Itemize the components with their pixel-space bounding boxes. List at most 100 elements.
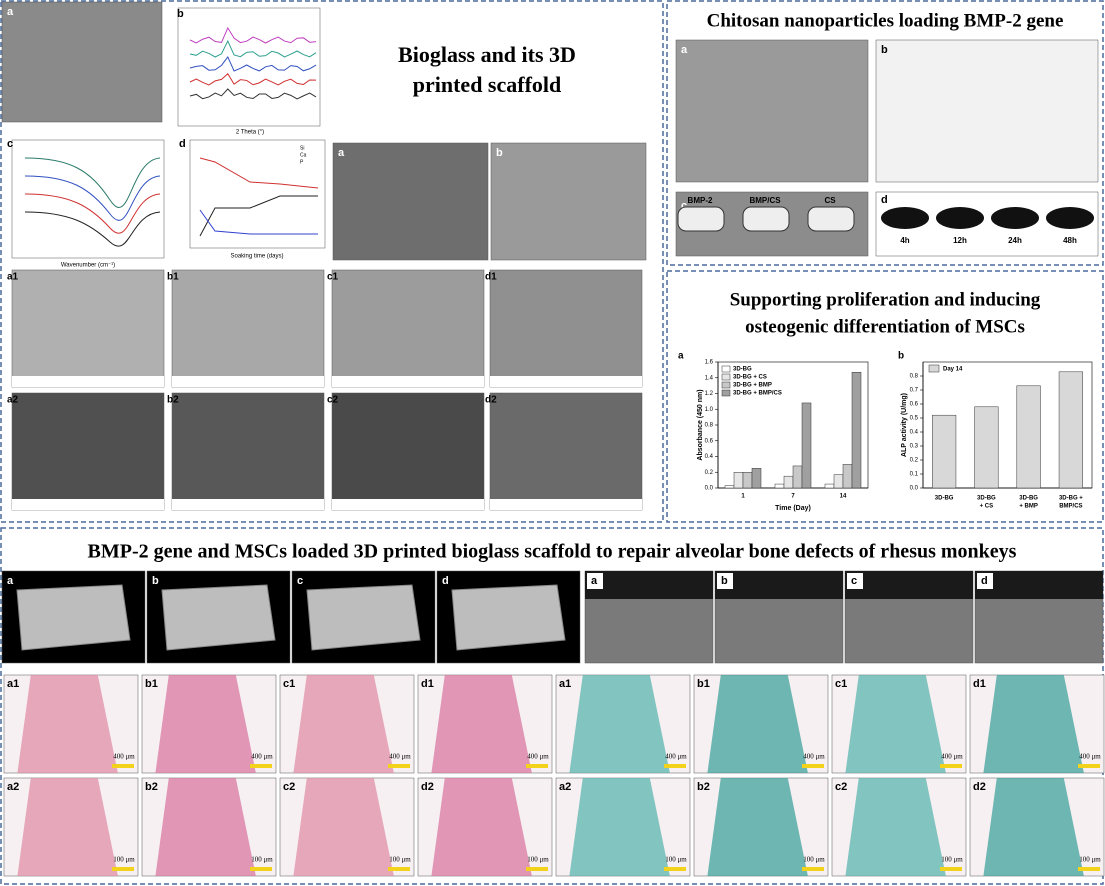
legend-entry: Ca: [300, 152, 307, 158]
tissue: [845, 675, 946, 773]
bar: [833, 474, 844, 489]
legend-swatch: [721, 389, 731, 397]
info-bar: [172, 499, 324, 510]
y-tick-label: 0.5: [910, 416, 919, 422]
info-bar: [12, 499, 164, 510]
label-box: [847, 573, 863, 589]
panel-label: b: [496, 147, 503, 159]
scale-bar: [802, 867, 824, 871]
scale-bar: [1078, 867, 1100, 871]
y-tick-label: 0.2: [910, 458, 919, 464]
y-tick-label: 1.6: [705, 360, 714, 366]
bar: [842, 464, 853, 489]
legend-swatch: [721, 373, 731, 381]
scale-bar-label: 400 μm: [527, 753, 549, 761]
panel-label: b: [721, 575, 728, 587]
decor-curve: [24, 211, 161, 247]
legend-entry: Si: [300, 145, 304, 151]
info-bar: [490, 376, 642, 387]
y-tick-label: 0.8: [910, 374, 919, 380]
info-bar: [332, 376, 484, 387]
decor-curve: [189, 88, 317, 100]
tissue: [569, 778, 670, 876]
sem-image: [171, 392, 325, 511]
tissue: [431, 778, 532, 876]
panel-label: d: [881, 194, 888, 206]
bar: [783, 475, 794, 489]
y-tick-label: 1.2: [705, 391, 714, 397]
gel-well: [677, 206, 725, 232]
scale-bar: [112, 867, 134, 871]
x-tick-label: 3D-BG +: [1059, 496, 1083, 502]
scale-bar-label: 100 μm: [113, 856, 135, 864]
scale-bar: [664, 764, 686, 768]
blot-band: [936, 207, 984, 229]
ct-model: [306, 584, 421, 651]
scale-bar-label: 100 μm: [803, 856, 825, 864]
sem-image: [331, 392, 485, 511]
panel-label: a1: [7, 272, 19, 283]
legend-entry: 3D-BG + CS: [733, 375, 767, 381]
bar: [932, 414, 957, 489]
legend-swatch: [721, 365, 731, 373]
panel-label: d2: [485, 395, 497, 406]
decor-curve: [199, 195, 318, 237]
decor-curve: [24, 175, 161, 221]
panel-label: a2: [7, 781, 19, 793]
sem-image: [11, 392, 165, 511]
y-tick-label: 0.2: [705, 470, 714, 476]
legend-entry: 3D-BG: [733, 367, 752, 373]
scale-bar: [388, 764, 410, 768]
x-tick-label: 14: [840, 494, 847, 500]
bar: [751, 468, 762, 489]
decor-curve: [189, 55, 317, 72]
panel-label: c: [851, 575, 857, 587]
tem-image: [875, 39, 1099, 183]
blot-label: 48h: [1063, 236, 1077, 245]
panel-label: c: [681, 200, 687, 212]
panel-label: d1: [973, 678, 986, 690]
plot-frame: [922, 361, 1093, 489]
x-tick-label: 1: [741, 494, 745, 500]
sem-image: [489, 269, 643, 388]
tissue: [983, 778, 1084, 876]
y-tick-label: 0.4: [910, 430, 919, 436]
section-frame: [0, 0, 664, 523]
sem-image: [675, 39, 869, 183]
xray-dark: [585, 571, 713, 599]
bar: [742, 472, 753, 489]
section-frame: [666, 0, 1104, 266]
bar: [1058, 371, 1083, 489]
panel-label: b1: [167, 272, 179, 283]
scale-bar-label: 400 μm: [1079, 753, 1101, 761]
section-title: printed scaffold: [413, 72, 562, 97]
gel-label: CS: [824, 196, 836, 205]
gel-well: [742, 206, 790, 232]
legend-entry: 3D-BG + BMP: [733, 383, 772, 389]
panel-label: b2: [167, 395, 179, 406]
sem-image: [332, 142, 489, 261]
gel-label: BMP-2: [688, 196, 713, 205]
panel-label: c2: [327, 395, 339, 406]
y-tick-label: 0.4: [705, 454, 714, 460]
scale-bar-label: 100 μm: [251, 856, 273, 864]
xray-dark: [845, 571, 973, 599]
section-title: Bioglass and its 3D: [398, 42, 576, 67]
tissue: [431, 675, 532, 773]
scale-bar-label: 100 μm: [941, 856, 963, 864]
info-bar: [12, 376, 164, 387]
panel-label: c2: [283, 781, 295, 793]
axis-label: Wavenumber (cm⁻¹): [61, 263, 115, 269]
decor-curve: [189, 39, 317, 58]
y-tick-label: 0.6: [705, 438, 714, 444]
ion-chart: [189, 139, 326, 249]
info-bar: [332, 499, 484, 510]
bar: [733, 472, 744, 489]
scale-bar: [940, 867, 962, 871]
axis-label: Time (Day): [775, 505, 811, 512]
label-box: [587, 573, 603, 589]
bar: [824, 483, 835, 489]
panel-label: a1: [7, 678, 19, 690]
panel-label: d2: [973, 781, 986, 793]
